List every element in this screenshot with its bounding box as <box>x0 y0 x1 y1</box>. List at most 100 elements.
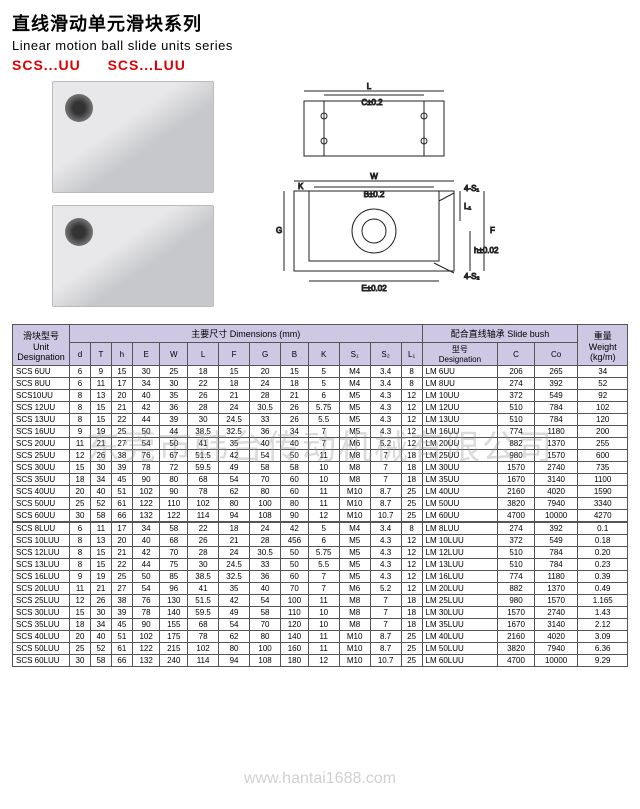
cell: 52 <box>90 643 111 655</box>
dim-col: S₁ <box>339 343 370 366</box>
cell: 32.5 <box>219 426 250 438</box>
table-row: SCS10UU813204035262128216M54.312LM 10UU3… <box>13 390 628 402</box>
cell: 7 <box>308 571 339 583</box>
cell: 40 <box>281 438 309 450</box>
table-row: SCS 25UU122638766751.542545011M8718LM 25… <box>13 450 628 462</box>
cell: 52 <box>90 498 111 510</box>
cell: LM 40LUU <box>422 631 498 643</box>
cell: 774 <box>498 426 535 438</box>
cell: 66 <box>111 655 132 667</box>
cell: 25 <box>401 631 422 643</box>
cell: 784 <box>534 559 578 571</box>
cell: M6 <box>339 583 370 595</box>
cell: 42 <box>219 595 250 607</box>
cell: 102 <box>132 486 160 498</box>
cell: 42 <box>219 450 250 462</box>
cell: 25 <box>401 510 422 523</box>
col-dims-group: 主要尺寸 Dimensions (mm) <box>70 325 423 343</box>
cell: M10 <box>339 631 370 643</box>
cell: 15 <box>111 366 132 378</box>
col-unit: 滑块型号 Unit Designation <box>13 325 70 366</box>
cell: 12 <box>401 535 422 547</box>
cell: 8 <box>70 402 91 414</box>
cell: 36 <box>250 426 281 438</box>
series-2: SCS...LUU <box>108 57 186 73</box>
cell: 8 <box>70 535 91 547</box>
cell: 68 <box>188 474 219 486</box>
cell: 102 <box>132 631 160 643</box>
cell: 39 <box>111 607 132 619</box>
dim-col: T <box>90 343 111 366</box>
table-row: SCS 50LUU2552611222151028010016011M108.7… <box>13 643 628 655</box>
cell: M8 <box>339 474 370 486</box>
cell: 160 <box>281 643 309 655</box>
cell: 8 <box>401 378 422 390</box>
cell: 34 <box>281 426 309 438</box>
cell: 3.4 <box>370 366 401 378</box>
cell: 1570 <box>498 607 535 619</box>
cell: 882 <box>498 583 535 595</box>
svg-text:K: K <box>298 182 304 191</box>
cell: 24 <box>219 402 250 414</box>
cell: M4 <box>339 378 370 390</box>
cell: SCS 60LUU <box>13 655 70 667</box>
cell: 108 <box>250 655 281 667</box>
cell: LM 16UU <box>422 426 498 438</box>
cell: LM 30UU <box>422 462 498 474</box>
cell: LM 50UU <box>422 498 498 510</box>
cell: LM 25LUU <box>422 595 498 607</box>
table-row: SCS 60UU305866132122114941089012M1010.72… <box>13 510 628 523</box>
cell: 35 <box>219 583 250 595</box>
cell: 4.3 <box>370 414 401 426</box>
cell: 4.3 <box>370 559 401 571</box>
cell: 25 <box>401 486 422 498</box>
cell: 80 <box>250 486 281 498</box>
cell: 25 <box>70 498 91 510</box>
cell: 40 <box>250 438 281 450</box>
cell: 100 <box>281 595 309 607</box>
cell: 1180 <box>534 426 578 438</box>
cell: M5 <box>339 571 370 583</box>
table-row: SCS 12LUU815214270282430.5505.75M54.312L… <box>13 547 628 559</box>
cell: SCS 25UU <box>13 450 70 462</box>
cell: 1570 <box>534 450 578 462</box>
cell: 8.7 <box>370 643 401 655</box>
cell: 8.7 <box>370 486 401 498</box>
cell: M5 <box>339 535 370 547</box>
cell: 9.29 <box>578 655 628 667</box>
svg-text:W: W <box>370 172 378 181</box>
cell: 19 <box>90 571 111 583</box>
cell: 2160 <box>498 486 535 498</box>
cell: 54 <box>132 583 160 595</box>
cell: 11 <box>70 438 91 450</box>
cell: 102 <box>188 498 219 510</box>
table-row: SCS 60LUU3058661322401149410818012M1010.… <box>13 655 628 667</box>
cell: 130 <box>160 595 188 607</box>
cell: 510 <box>498 559 535 571</box>
cell: 774 <box>498 571 535 583</box>
cell: 30.5 <box>250 402 281 414</box>
table-row: SCS 16LUU91925508538.532.536607M54.312LM… <box>13 571 628 583</box>
cell: 51 <box>111 486 132 498</box>
cell: 40 <box>132 390 160 402</box>
cell: 30 <box>70 510 91 523</box>
col-weight: 重量 Weight (kg/m) <box>578 325 628 366</box>
cell: 9 <box>90 366 111 378</box>
cell: 15 <box>90 547 111 559</box>
cell: 24 <box>250 522 281 535</box>
cell: 392 <box>534 378 578 390</box>
cell: M5 <box>339 426 370 438</box>
cell: SCS 50UU <box>13 498 70 510</box>
cell: 50 <box>160 438 188 450</box>
cell: 68 <box>188 619 219 631</box>
cell: 22 <box>188 378 219 390</box>
series-labels: SCS...UU SCS...LUU <box>12 57 628 73</box>
cell: 13 <box>90 535 111 547</box>
cell: 4.3 <box>370 426 401 438</box>
cell: 54 <box>250 450 281 462</box>
col-slide-group: 配合直线轴承 Slide bush <box>422 325 578 343</box>
cell: 7 <box>370 607 401 619</box>
cell: 54 <box>250 595 281 607</box>
cell: 12 <box>401 426 422 438</box>
cell: 9 <box>70 426 91 438</box>
